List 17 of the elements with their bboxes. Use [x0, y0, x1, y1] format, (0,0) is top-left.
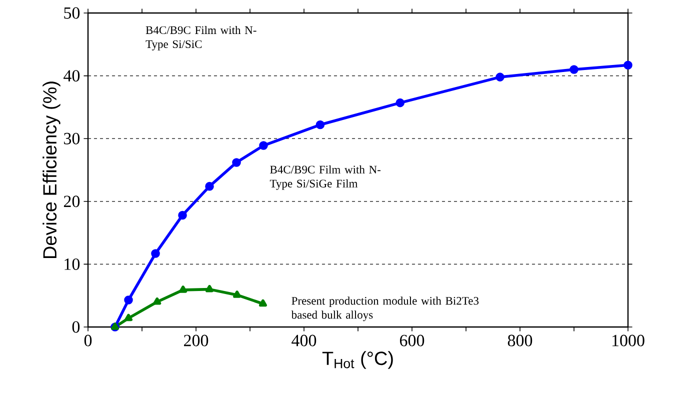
annotation: B4C/B9C Film with N-Type Si/SiC [146, 26, 256, 50]
x-tick-label: 1000 [612, 334, 644, 346]
x-tick-label: 600 [400, 334, 424, 346]
y-axis-title: Device Efficiency (%) [42, 82, 60, 258]
y-tick-label: 0 [72, 321, 80, 333]
x-tick-label: 400 [292, 334, 316, 346]
x-tick-label: 800 [508, 334, 532, 346]
y-tick-label: 50 [64, 7, 80, 19]
x-tick-label: 0 [84, 334, 92, 346]
x-axis-title: T$_{Hot}$ (°C) [322, 351, 393, 369]
x-tick-label: 200 [184, 334, 208, 346]
annotation: B4C/B9C Film with N-Type Si/SiGe Film [270, 165, 381, 190]
y-tick-label: 30 [64, 132, 80, 144]
y-tick-label: 40 [64, 70, 80, 82]
y-tick-label: 20 [64, 196, 80, 208]
y-tick-label: 10 [64, 258, 80, 270]
annotation: Present production module with Bi2Te3 based bulk alloys [291, 296, 479, 322]
